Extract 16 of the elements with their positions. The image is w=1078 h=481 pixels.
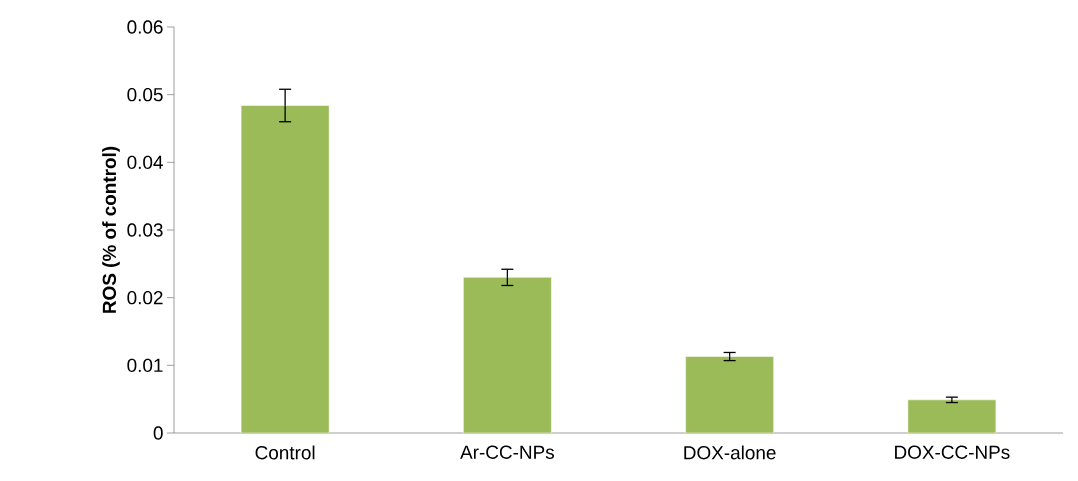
x-tick-label: Control: [255, 445, 315, 460]
y-tick-label: 0.03: [127, 223, 163, 237]
x-tick-label: Ar-CC-NPs: [460, 445, 554, 459]
y-tick-label: 0.05: [127, 87, 163, 102]
y-tick-label: 0.01: [127, 358, 163, 373]
y-tick-label: 0.06: [127, 20, 163, 34]
bar: [240, 105, 330, 433]
y-axis-title: ROS (% of control): [102, 146, 120, 313]
y-tick-label: 0.04: [127, 155, 163, 170]
bar: [463, 277, 552, 433]
y-tick-label: 0.02: [127, 290, 163, 305]
y-tick-label: 0: [153, 426, 163, 440]
x-tick-label: DOX-CC-NPs: [895, 445, 1010, 459]
bar: [907, 399, 997, 433]
x-tick-label: DOX-alone: [684, 445, 776, 460]
bar: [685, 356, 774, 433]
